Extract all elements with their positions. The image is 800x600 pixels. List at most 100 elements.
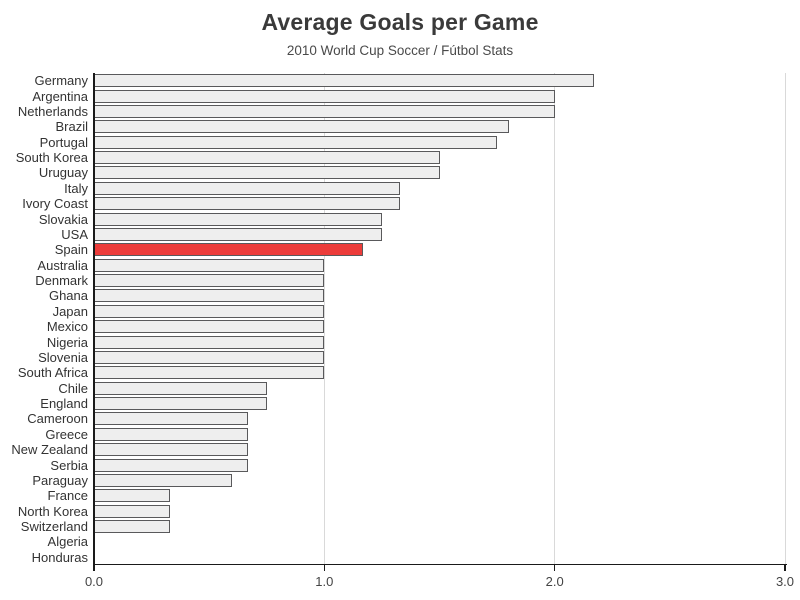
- bar: [94, 473, 233, 487]
- x-tick-label: 1.0: [315, 574, 334, 589]
- bar-track: [94, 427, 785, 442]
- bar: [94, 120, 509, 134]
- bar-row: Cameroon: [0, 411, 800, 426]
- bar-track: [94, 211, 785, 226]
- category-label: Honduras: [31, 549, 88, 565]
- bar: [94, 104, 555, 118]
- x-tick-label: 3.0: [775, 574, 795, 589]
- bar: [94, 197, 401, 211]
- bar-row: Denmark: [0, 273, 800, 288]
- category-label: Japan: [52, 303, 88, 319]
- bar-track: [94, 227, 785, 242]
- bar-row: Chile: [0, 381, 800, 396]
- bar-track: [94, 365, 785, 380]
- category-label: Argentina: [32, 88, 88, 104]
- bar-row: Uruguay: [0, 165, 800, 180]
- bar: [94, 181, 401, 195]
- category-label: Algeria: [47, 534, 88, 550]
- bar-row: North Korea: [0, 504, 800, 519]
- category-label: New Zealand: [11, 442, 88, 458]
- bar: [94, 74, 594, 88]
- bar-track: [94, 304, 785, 319]
- bar-row: Portugal: [0, 135, 800, 150]
- bar-row: Honduras: [0, 550, 800, 565]
- category-label: Spain: [54, 242, 88, 258]
- bar-track: [94, 73, 785, 88]
- bar: [94, 89, 555, 103]
- bar-row: Ivory Coast: [0, 196, 800, 211]
- bar-row: Slovenia: [0, 350, 800, 365]
- bar-row: Germany: [0, 73, 800, 88]
- category-label: England: [40, 396, 88, 412]
- bar: [94, 504, 170, 518]
- bar: [94, 489, 170, 503]
- bar: [94, 135, 498, 149]
- category-label: Ivory Coast: [22, 196, 88, 212]
- bar: [94, 258, 325, 272]
- bar-track: [94, 150, 785, 165]
- bar-track: [94, 334, 785, 349]
- category-label: Mexico: [46, 319, 88, 335]
- bar-row: Nigeria: [0, 334, 800, 349]
- chart-title: Average Goals per Game: [261, 9, 539, 35]
- bar-row: USA: [0, 227, 800, 242]
- bar-track: [94, 258, 785, 273]
- category-label: Slovakia: [38, 211, 88, 227]
- bar: [94, 289, 325, 303]
- category-label: Portugal: [39, 134, 88, 150]
- bar: [94, 350, 325, 364]
- bar-track: [94, 119, 785, 134]
- y-axis-line: [93, 73, 95, 565]
- bar: [94, 320, 325, 334]
- category-label: Brazil: [55, 119, 88, 135]
- bar-row: Switzerland: [0, 519, 800, 534]
- category-label: Germany: [34, 73, 88, 89]
- bar-row: Italy: [0, 181, 800, 196]
- x-axis-tick: [553, 565, 556, 571]
- bar: [94, 212, 382, 226]
- bar-track: [94, 273, 785, 288]
- bar-row: Australia: [0, 258, 800, 273]
- bar-track: [94, 196, 785, 211]
- bar-track: [94, 88, 785, 103]
- bar-row: South Africa: [0, 365, 800, 380]
- bar-track: [94, 411, 785, 426]
- bar-row: France: [0, 488, 800, 503]
- bar-track: [94, 381, 785, 396]
- bar: [94, 381, 267, 395]
- bar-row: Algeria: [0, 534, 800, 549]
- x-tick-label: 0.0: [84, 574, 104, 589]
- bar-row: Spain: [0, 242, 800, 257]
- bar: [94, 274, 325, 288]
- category-label: Denmark: [35, 273, 88, 289]
- category-label: Netherlands: [17, 103, 88, 119]
- bar: [94, 166, 440, 180]
- category-label: USA: [61, 226, 88, 242]
- gridline: [323, 73, 325, 565]
- bar: [94, 366, 325, 380]
- x-axis-line: [93, 563, 787, 565]
- bar-track: [94, 396, 785, 411]
- bar-track: [94, 288, 785, 303]
- bar: [94, 151, 440, 165]
- bar-track: [94, 457, 785, 472]
- category-label: Ghana: [48, 288, 88, 304]
- bar-track: [94, 181, 785, 196]
- x-axis-tick: [323, 565, 326, 571]
- category-label: Nigeria: [46, 334, 88, 350]
- bar-row: Greece: [0, 427, 800, 442]
- bar-row: New Zealand: [0, 442, 800, 457]
- bar: [94, 304, 325, 318]
- bar-row: South Korea: [0, 150, 800, 165]
- bar: [94, 458, 249, 472]
- chart-subtitle: 2010 World Cup Soccer / Fútbol Stats: [286, 43, 514, 58]
- bar-row: England: [0, 396, 800, 411]
- category-label: Serbia: [50, 457, 88, 473]
- bar-track: [94, 242, 785, 257]
- bar: [94, 335, 325, 349]
- category-label: Slovenia: [38, 349, 88, 365]
- bar-track: [94, 135, 785, 150]
- bar-track: [94, 350, 785, 365]
- bar-track: [94, 473, 785, 488]
